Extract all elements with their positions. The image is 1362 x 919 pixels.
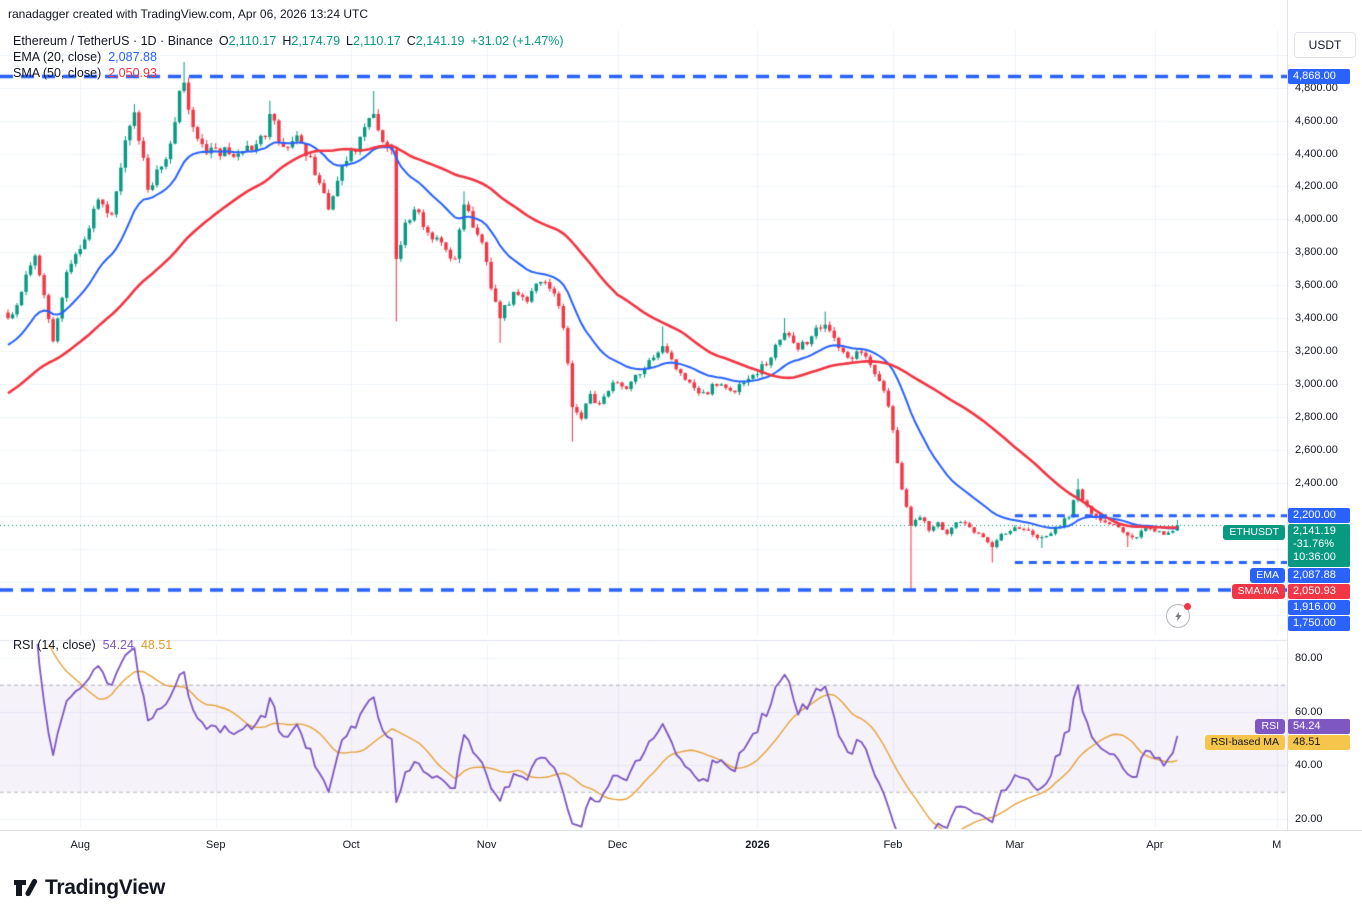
price-tick: 2,600.00 <box>1295 443 1338 456</box>
tradingview-logo[interactable]: TradingView <box>12 875 165 901</box>
price-tick: 3,200.00 <box>1295 345 1338 358</box>
support-level-badge: 1,916.00 <box>1288 600 1350 616</box>
tradingview-wordmark: TradingView <box>45 876 166 899</box>
rsi-value-badge: 54.24 <box>1288 719 1350 735</box>
ohlc-open-value: 2,110.17 <box>228 34 277 48</box>
time-label-oct: Oct <box>342 839 360 851</box>
ohlc-low-value: 2,110.17 <box>353 34 401 48</box>
price-tick: 4,800.00 <box>1295 81 1338 94</box>
ema-value: 2,087.88 <box>108 50 157 64</box>
time-label-aug: Aug <box>70 839 91 851</box>
price-tick: 3,000.00 <box>1295 378 1338 391</box>
time-axis[interactable]: Aug Sep Oct Nov Dec 2026 Feb Mar Apr M <box>0 830 1362 862</box>
price-tick: 3,800.00 <box>1295 246 1338 259</box>
tradingview-logo-mark <box>14 878 38 897</box>
price-chart-canvas[interactable] <box>0 0 1287 830</box>
time-label-feb: Feb <box>883 839 903 851</box>
ohlc-high-label: H <box>282 34 292 48</box>
rsi-ma-value-badge: 48.51 <box>1288 735 1350 751</box>
currency-unit-button[interactable]: USDT <box>1294 32 1356 58</box>
rsi-tick: 40.00 <box>1295 759 1323 771</box>
price-axis[interactable]: USDT 4,800.00 4,600.00 4,400.00 4,200.00 4,0… <box>1287 0 1362 830</box>
price-tick: 2,400.00 <box>1295 476 1338 489</box>
lightning-trade-button[interactable] <box>1166 603 1191 628</box>
rsi-legend-row[interactable]: RSI (14, close) 54.24 48.51 <box>13 637 172 653</box>
time-label-mar: Mar <box>1005 839 1025 851</box>
time-label-dec: Dec <box>607 839 628 851</box>
price-tick: 4,200.00 <box>1295 180 1338 193</box>
price-tick: 3,400.00 <box>1295 312 1338 325</box>
rsi-ma-value: 48.51 <box>140 638 173 652</box>
sma-value: 2,050.93 <box>108 66 157 80</box>
ema-value-badge: 2,087.88 <box>1288 568 1350 584</box>
ath-level-badge: 4,868.00 <box>1288 68 1350 84</box>
time-label-nov: Nov <box>476 839 497 851</box>
lightning-icon <box>1174 611 1182 621</box>
attribution-text: ranadagger created with TradingView.com,… <box>8 7 368 21</box>
sma-label: SMA (50, close) <box>13 66 102 80</box>
ohlc-close-value: 2,141.19 <box>415 34 465 48</box>
price-tick: 2,800.00 <box>1295 410 1338 423</box>
rsi-tick: 20.00 <box>1295 812 1323 825</box>
symbol-row[interactable]: Ethereum / TetherUS · 1D · Binance O2,110… <box>13 33 564 49</box>
time-label-apr: Apr <box>1146 839 1164 851</box>
rsi-legend[interactable]: RSI (14, close) 54.24 48.51 <box>13 637 172 653</box>
sma-value-badge: 2,050.93 <box>1288 584 1350 600</box>
rsi-tick: 60.00 <box>1295 705 1323 718</box>
symbol-title: Ethereum / TetherUS · 1D · Binance <box>13 34 213 48</box>
price-tick: 4,600.00 <box>1295 114 1338 127</box>
lower-level-badge: 1,750.00 <box>1288 616 1350 632</box>
price-tick: 4,000.00 <box>1295 213 1338 226</box>
resistance-level-badge: 2,200.00 <box>1288 508 1350 524</box>
ohlc-low-label: L <box>346 34 353 48</box>
ema-legend-row[interactable]: EMA (20, close) 2,087.88 <box>13 49 564 65</box>
time-label-2026: 2026 <box>745 839 770 851</box>
ohlc-open-label: O <box>218 34 229 48</box>
change-value: +31.02 (+1.47%) <box>470 34 564 48</box>
last-price-badge: 2,141.19 -31.76% 10:36:00 <box>1288 524 1350 568</box>
ohlc-high-value: 2,174.79 <box>291 34 341 48</box>
ema-label: EMA (20, close) <box>13 50 102 64</box>
price-tick: 3,600.00 <box>1295 279 1338 292</box>
time-label-sep: Sep <box>205 839 226 851</box>
time-label-m: M <box>1272 839 1282 851</box>
notification-dot <box>1184 603 1191 610</box>
ohlc-close-label: C <box>406 34 416 48</box>
footer: TradingView <box>0 862 1362 919</box>
price-tick: 4,400.00 <box>1295 147 1338 160</box>
rsi-label: RSI (14, close) <box>13 638 96 652</box>
rsi-tick: 80.00 <box>1295 652 1323 664</box>
symbol-legend[interactable]: Ethereum / TetherUS · 1D · Binance O2,110… <box>13 33 564 81</box>
rsi-value: 54.24 <box>102 638 134 652</box>
sma-legend-row[interactable]: SMA (50, close) 2,050.93 <box>13 65 564 81</box>
